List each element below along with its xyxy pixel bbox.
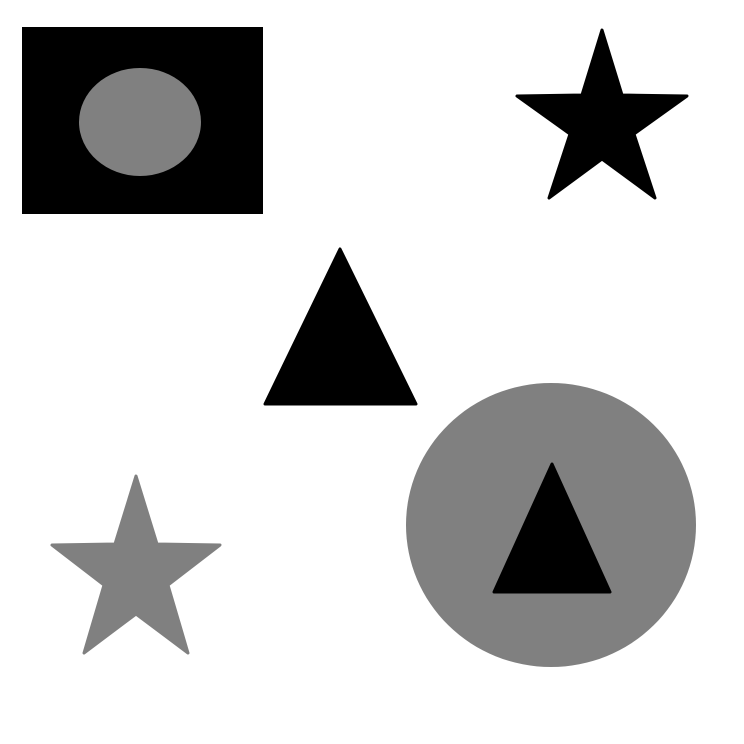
black-star [515,28,689,200]
gray-ellipse-in-rectangle [79,68,201,176]
black-triangle-in-circle [492,462,612,594]
gray-star [50,474,222,655]
black-triangle-center [263,247,418,406]
